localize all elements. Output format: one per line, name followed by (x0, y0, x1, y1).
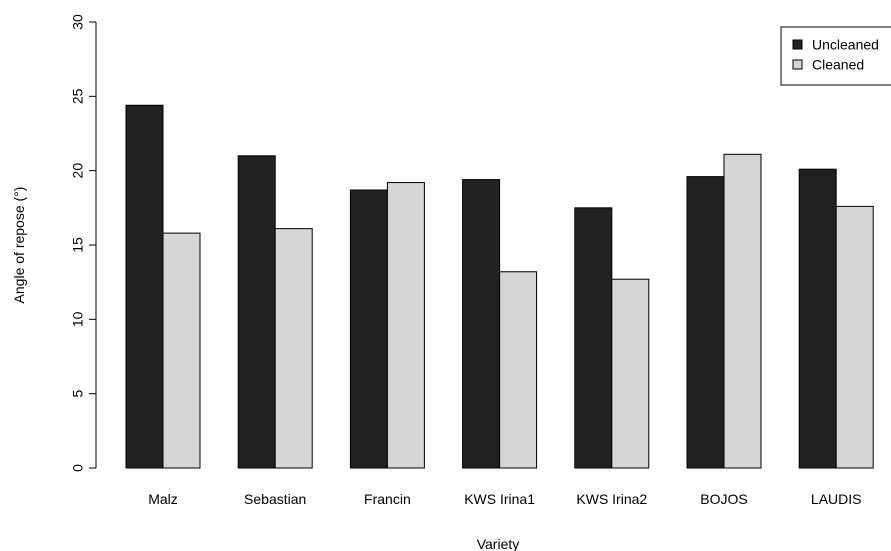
bar-cleaned-1 (274, 228, 313, 469)
bar-uncleaned-4 (574, 207, 613, 469)
y-tick-label: 25 (70, 88, 86, 104)
y-tick-label: 5 (70, 390, 86, 398)
bar-cleaned-2 (386, 182, 425, 469)
bar-cleaned-6 (835, 205, 874, 469)
bar-uncleaned-6 (798, 168, 837, 469)
y-axis-title: Angle of repose (°) (11, 187, 27, 304)
x-category-label: Francin (364, 491, 411, 507)
legend-swatch-uncleaned (792, 39, 803, 50)
bar-cleaned-3 (499, 271, 538, 469)
bar-uncleaned-1 (237, 155, 276, 469)
x-category-label: LAUDIS (811, 491, 862, 507)
x-category-labels: Malz Sebastian Francin KWS Irina1 KWS Irina2… (148, 491, 861, 507)
y-tick-label: 20 (70, 163, 86, 179)
bar-uncleaned-3 (462, 179, 501, 469)
legend-swatch-cleaned (792, 59, 803, 70)
bars (125, 104, 874, 469)
legend-label-cleaned: Cleaned (812, 57, 864, 73)
y-tick-label: 0 (70, 464, 86, 472)
bar-cleaned-4 (611, 278, 650, 469)
bar-cleaned-0 (162, 232, 201, 469)
x-category-label: KWS Irina2 (576, 491, 647, 507)
y-axis: 0 5 10 15 20 25 30 (70, 14, 97, 472)
y-tick-label: 30 (70, 14, 86, 30)
legend: Uncleaned Cleaned (780, 26, 891, 86)
bar-uncleaned-0 (125, 104, 164, 469)
y-tick-label: 15 (70, 237, 86, 253)
x-category-label: KWS Irina1 (464, 491, 535, 507)
legend-box (780, 26, 891, 86)
x-category-label: Malz (148, 491, 178, 507)
bar-cleaned-5 (723, 153, 762, 469)
x-category-label: Sebastian (244, 491, 306, 507)
y-tick-label: 10 (70, 311, 86, 327)
x-axis-title: Variety (477, 536, 520, 551)
bar-uncleaned-5 (686, 176, 725, 469)
bar-uncleaned-2 (349, 189, 388, 469)
x-category-label: BOJOS (700, 491, 747, 507)
legend-label-uncleaned: Uncleaned (812, 37, 879, 53)
